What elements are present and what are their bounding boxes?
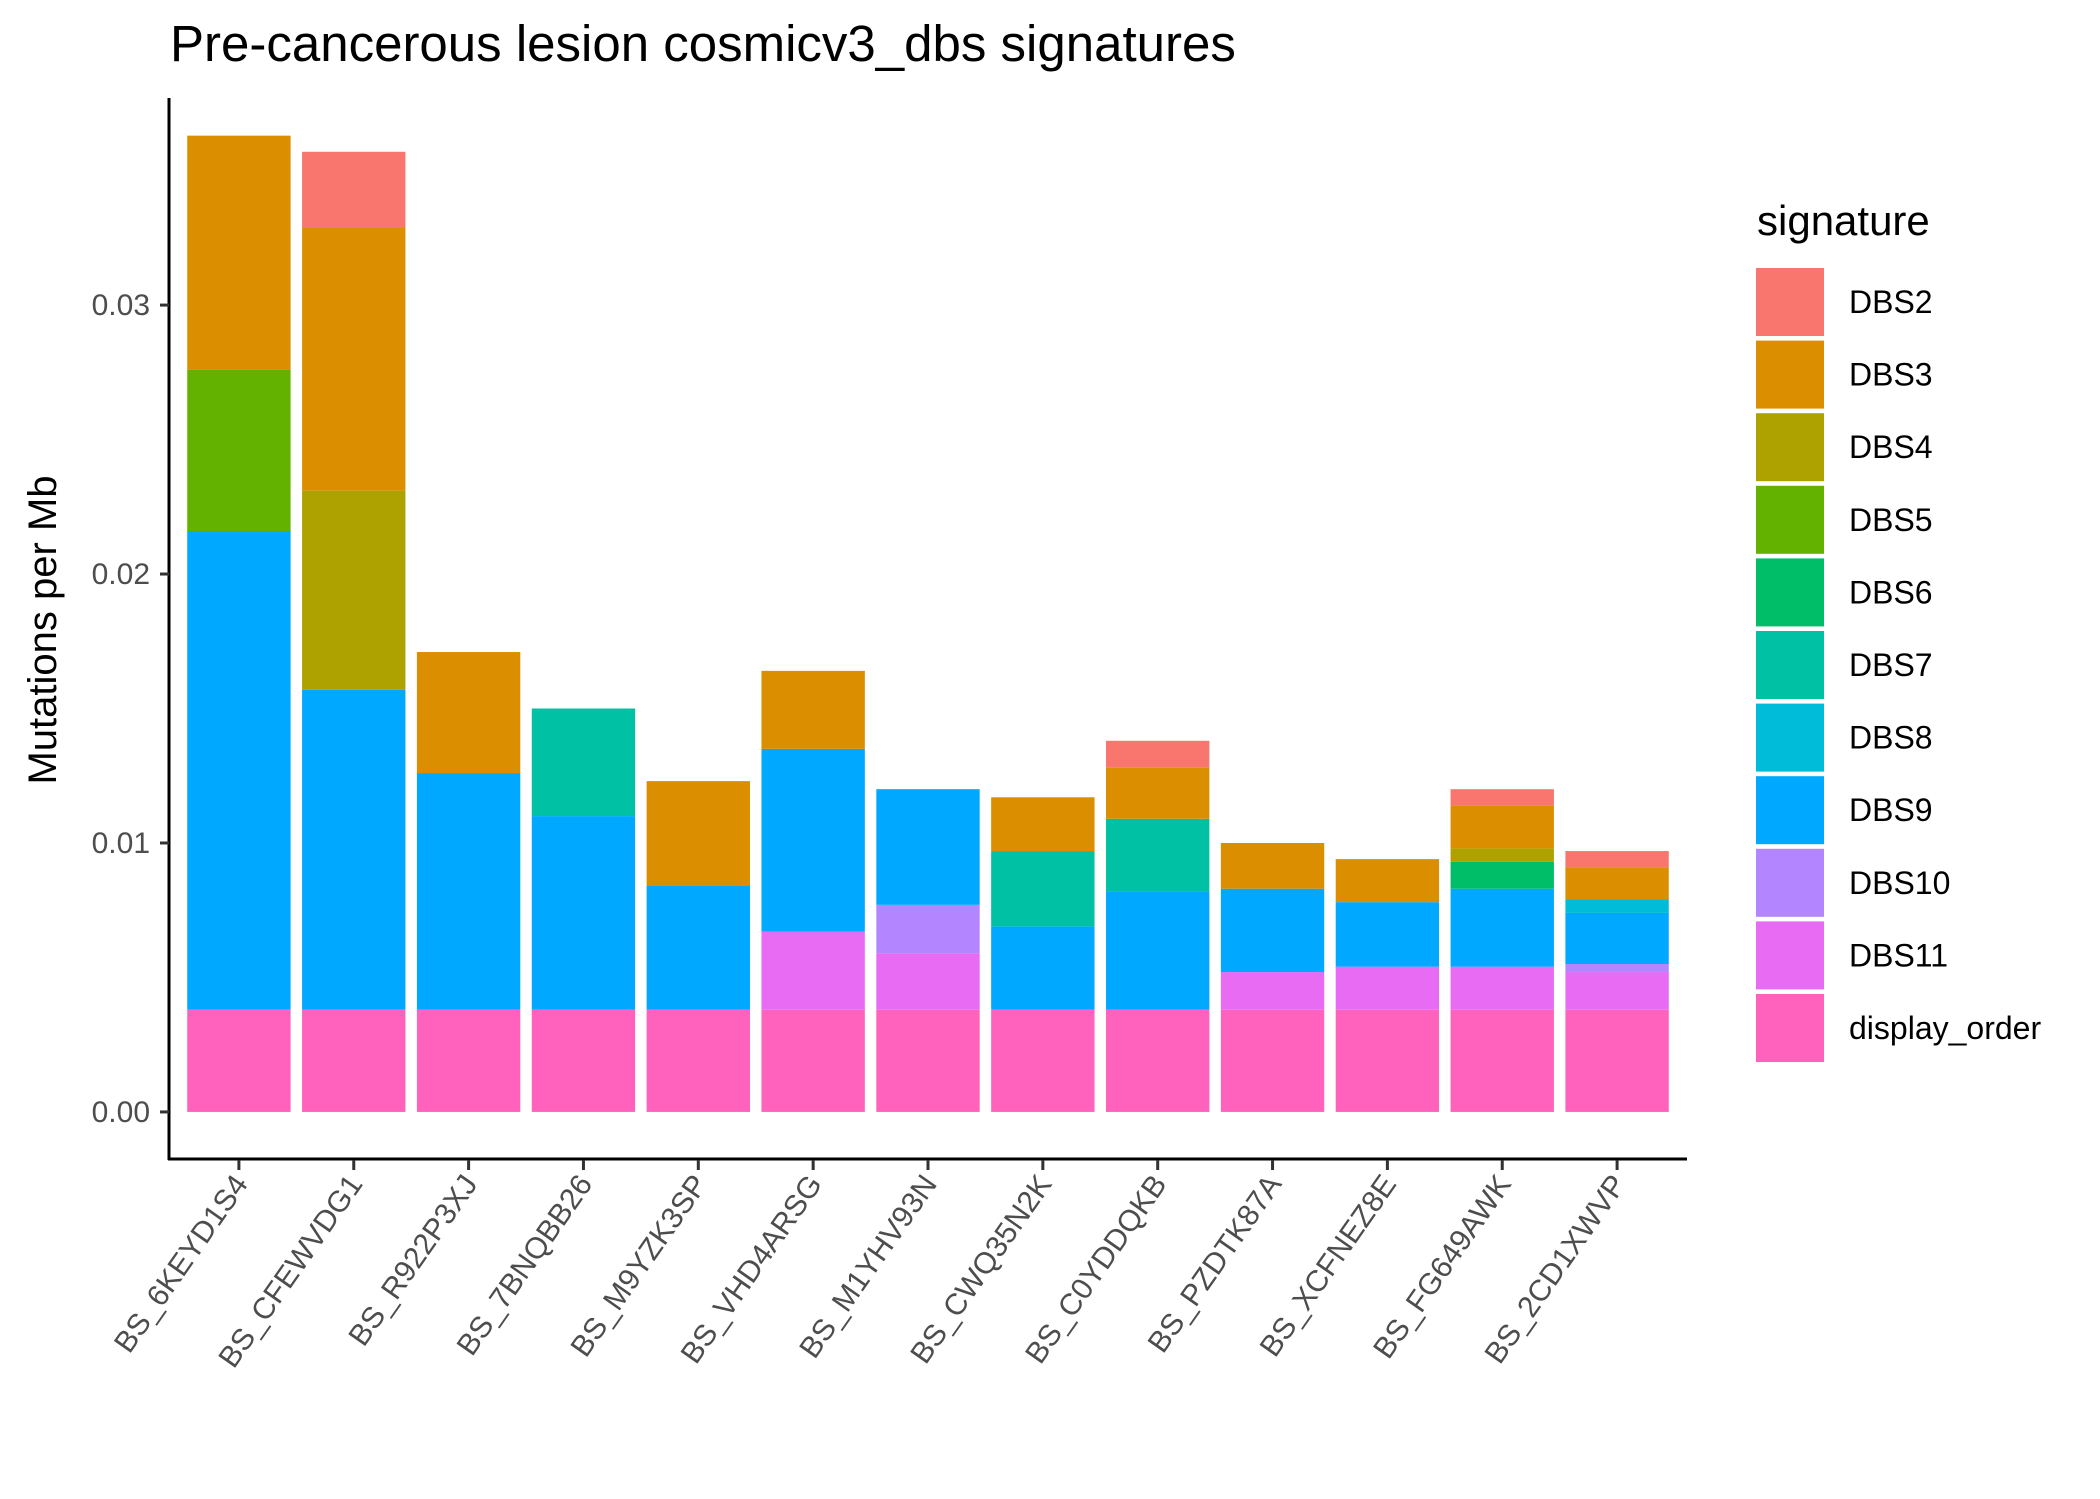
bar-segment <box>991 926 1095 1010</box>
bar-segment <box>1450 848 1554 862</box>
bar-segment <box>1565 851 1669 868</box>
bar-segment <box>416 773 521 1010</box>
bar-segment <box>1565 899 1669 913</box>
y-tick-label: 0.02 <box>92 558 150 591</box>
y-axis-title: Mutations per Mb <box>21 475 65 784</box>
bar-segment <box>1220 1009 1325 1112</box>
bar-segment <box>876 1009 980 1112</box>
bar-segment <box>531 708 636 817</box>
bar-segment <box>1335 859 1440 903</box>
bar-segment <box>1335 1009 1440 1112</box>
bar-segment <box>876 789 980 905</box>
bar-segment <box>187 531 291 1010</box>
bar-segment <box>761 748 865 932</box>
bar-segment <box>302 1009 406 1112</box>
legend-swatch <box>1756 268 1824 336</box>
bar-segment <box>1565 964 1669 973</box>
legend-swatch <box>1756 413 1824 482</box>
bar-segment <box>1450 789 1554 806</box>
bar-segment <box>646 886 750 1010</box>
legend-swatch <box>1756 340 1824 409</box>
x-ticks: BS_6KEYD1S4BS_CFEWVDG1BS_R922P3XJBS_7BNQ… <box>108 1160 1633 1374</box>
bar-segment <box>416 652 521 774</box>
bar-segment <box>302 151 406 228</box>
bar-segment <box>1450 888 1554 967</box>
legend-swatch <box>1756 485 1824 554</box>
legend-label: DBS10 <box>1849 865 1950 901</box>
bar-segment <box>1220 972 1325 1010</box>
legend-swatch <box>1756 921 1824 990</box>
bar-segment <box>1565 912 1669 965</box>
bar-segment <box>187 369 291 532</box>
legend-label: DBS8 <box>1849 720 1933 756</box>
chart-title: Pre-cancerous lesion cosmicv3_dbs signat… <box>170 15 1236 72</box>
bar-segment <box>1450 861 1554 889</box>
bar-segment <box>761 931 865 1010</box>
legend-swatch <box>1756 776 1824 845</box>
y-ticks: 0.00 0.01 0.02 0.03 <box>92 289 169 1129</box>
bar-segment <box>1106 767 1210 819</box>
bar-segment <box>187 135 291 370</box>
y-tick-label: 0.01 <box>92 827 150 860</box>
legend-swatch <box>1756 703 1824 772</box>
bar-segment <box>1450 966 1554 1010</box>
bar-segment <box>1106 891 1210 1010</box>
bar-segment <box>646 1009 750 1112</box>
bar-segment <box>531 816 636 1010</box>
legend-label: DBS9 <box>1849 792 1933 828</box>
bar-segment <box>1565 867 1669 900</box>
legend-label: display_order <box>1849 1010 2041 1046</box>
bar-segment <box>1106 740 1210 768</box>
bar-segment <box>1220 842 1325 889</box>
legend-label: DBS4 <box>1849 429 1933 465</box>
legend-label: DBS7 <box>1849 647 1933 683</box>
y-tick-label: 0.00 <box>92 1096 150 1129</box>
legend-label: DBS6 <box>1849 574 1933 610</box>
bar-segment <box>761 670 865 749</box>
bar-segment <box>1565 972 1669 1010</box>
bar-segment <box>1106 1009 1210 1112</box>
legend-swatch <box>1756 848 1824 917</box>
bar-segment <box>646 781 750 887</box>
bar-segment <box>416 1009 521 1112</box>
legend-title: signature <box>1757 197 1930 244</box>
bar-segment <box>876 953 980 1010</box>
bar-segment <box>991 851 1095 927</box>
bar-segment <box>1220 888 1325 973</box>
bar-segment <box>1450 1009 1554 1112</box>
legend-swatch <box>1756 631 1824 699</box>
bar-segment <box>761 1009 865 1112</box>
bar-segment <box>302 689 406 1010</box>
bar-segment <box>1450 805 1554 849</box>
bar-segment <box>876 904 980 954</box>
legend-label: DBS11 <box>1849 937 1948 973</box>
bar-segment <box>1565 1009 1669 1112</box>
legend-label: DBS2 <box>1849 284 1933 320</box>
bar-segment <box>187 1009 291 1112</box>
bar-segment <box>991 797 1095 852</box>
legend-label: DBS5 <box>1849 502 1933 538</box>
bars-layer <box>187 135 1669 1112</box>
legend-swatch <box>1756 994 1824 1062</box>
bar-segment <box>531 1009 636 1112</box>
y-tick-label: 0.03 <box>92 289 150 322</box>
bar-segment <box>1335 902 1440 967</box>
bar-segment <box>302 490 406 690</box>
bar-segment <box>1106 818 1210 892</box>
bar-segment <box>1335 966 1440 1010</box>
legend-swatch <box>1756 558 1824 627</box>
bar-segment <box>302 227 406 491</box>
legend-label: DBS3 <box>1849 357 1933 393</box>
bar-segment <box>991 1009 1095 1112</box>
legend: DBS2 DBS3 DBS4 DBS5 DBS6 DBS7 DBS8 DBS9 DBS10 DBS… <box>1756 268 2041 1062</box>
